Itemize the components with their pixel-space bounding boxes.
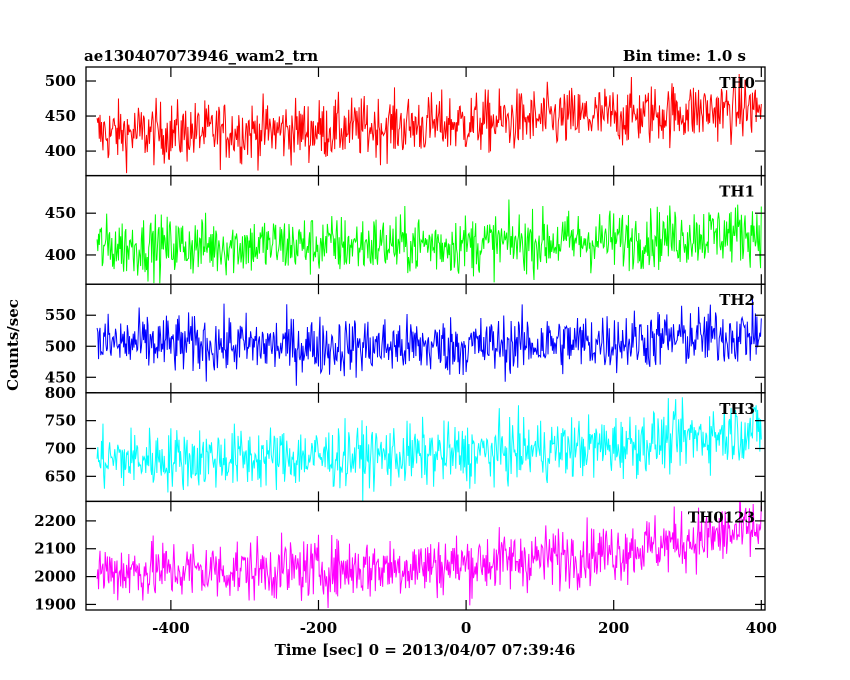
y-tick-label: 2200: [34, 512, 76, 530]
y-tick-label: 450: [45, 107, 76, 125]
panel-th2: 450 500 550 TH2: [45, 283, 766, 394]
y-tick-label: 400: [45, 142, 76, 160]
chart-title: ae130407073946_wam2_trn: [84, 47, 318, 65]
series-line-th1: [96, 199, 762, 284]
y-tick-label: 450: [45, 368, 76, 386]
x-tick-label: -200: [300, 619, 338, 637]
y-tick-label: 500: [45, 72, 76, 90]
y-tick-label: 650: [45, 467, 76, 485]
panel-label: TH0: [719, 74, 755, 92]
bin-time-label: Bin time: 1.0 s: [623, 47, 746, 65]
panel-label: TH1: [719, 183, 755, 201]
y-tick-label: 2100: [34, 540, 76, 558]
y-tick-label: 700: [45, 439, 76, 457]
x-tick-label: 0: [461, 619, 471, 637]
panel-label: TH3: [719, 400, 755, 418]
x-tick-label: 200: [598, 619, 629, 637]
y-tick-label: 2000: [34, 568, 76, 586]
series-line-th0123: [96, 501, 762, 608]
panels-group: 400 450 500 TH0 400 450 TH1 450 500 550 TH2 650 700 7…: [34, 66, 766, 613]
y-tick-label: 1900: [34, 595, 76, 613]
panel-th3: 650 700 750 800 TH3: [45, 384, 766, 503]
y-tick-label: 800: [45, 384, 76, 402]
y-tick-label: 500: [45, 337, 76, 355]
panel-label: TH0123: [688, 508, 755, 526]
panel-frame: [85, 500, 766, 611]
panel-label: TH2: [719, 291, 755, 309]
panel-th0: 400 450 500 TH0: [45, 66, 766, 177]
panel-th0123: 1900 2000 2100 2200 TH0123: [34, 500, 766, 613]
y-tick-label: 750: [45, 412, 76, 430]
y-tick-label: 400: [45, 246, 76, 264]
x-axis: -400 -200 0 200 400: [152, 619, 777, 637]
x-tick-label: 400: [746, 619, 777, 637]
y-tick-label: 450: [45, 204, 76, 222]
series-line-th0: [96, 74, 762, 174]
y-tick-label: 550: [45, 306, 76, 324]
panel-th1: 400 450 TH1: [45, 174, 766, 285]
x-axis-label: Time [sec] 0 = 2013/04/07 07:39:46: [275, 641, 576, 659]
x-tick-label: -400: [152, 619, 190, 637]
series-line-th3: [96, 397, 762, 502]
y-axis-label: Counts/sec: [4, 299, 22, 391]
series-line-th2: [96, 295, 762, 386]
